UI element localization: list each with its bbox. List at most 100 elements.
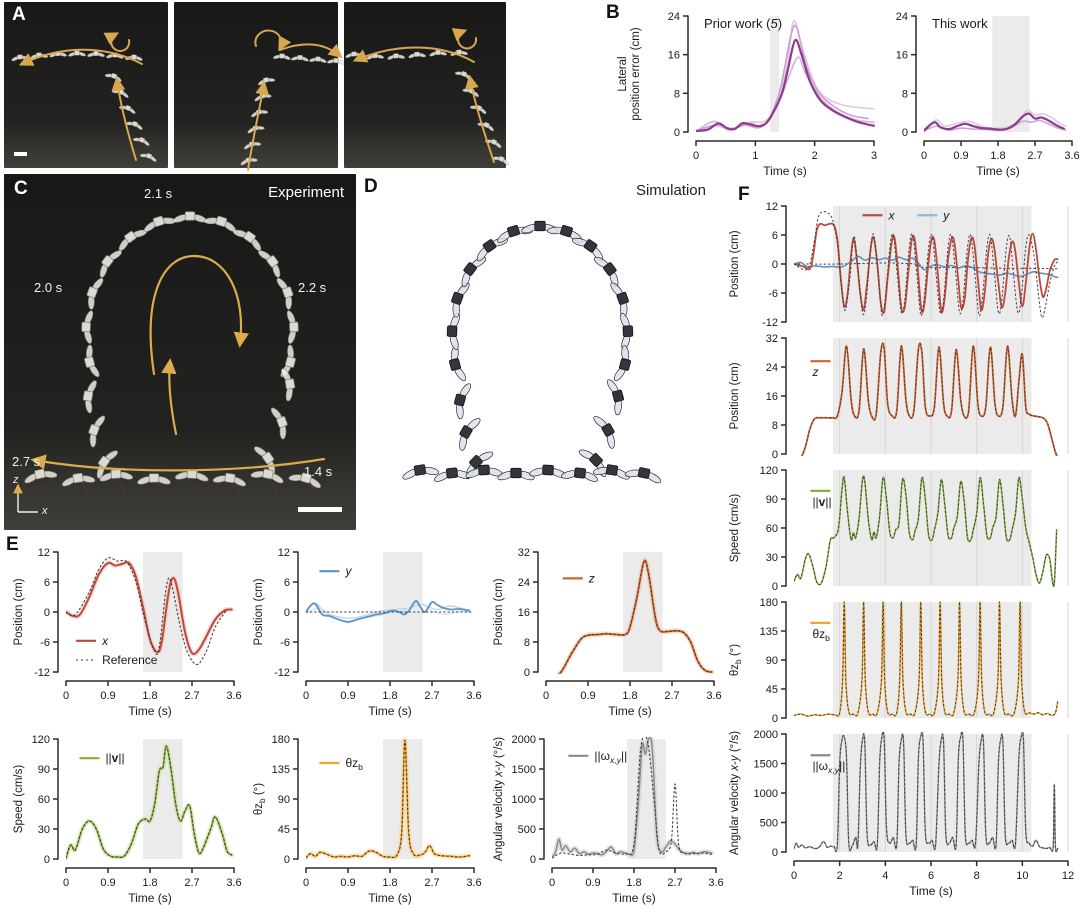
svg-text:Speed (cm/s): Speed (cm/s): [13, 765, 25, 834]
svg-text:90: 90: [278, 794, 290, 806]
robot-loop-illustration-simulation: [402, 220, 662, 484]
chart-f-position-xy: -12 -6 0 6 12 Position (cm) x y: [729, 201, 1069, 329]
svg-text:60: 60: [766, 523, 778, 535]
svg-text:0: 0: [772, 581, 778, 593]
scale-bar: [14, 152, 27, 156]
svg-text:135: 135: [272, 764, 290, 776]
svg-text:0.9: 0.9: [100, 877, 115, 889]
simulation-tag: Simulation: [635, 182, 706, 199]
svg-text:8: 8: [902, 88, 908, 100]
svg-text:6: 6: [772, 230, 778, 242]
svg-text:6: 6: [44, 577, 50, 589]
svg-text:Position (cm): Position (cm): [729, 230, 741, 297]
svg-text:This work: This work: [932, 16, 988, 31]
svg-text:45: 45: [278, 824, 290, 836]
svg-text:Lateral: Lateral: [617, 56, 629, 91]
svg-text:0: 0: [772, 449, 778, 461]
svg-text:1.8: 1.8: [382, 690, 397, 702]
svg-text:12: 12: [1062, 870, 1074, 882]
svg-text:90: 90: [766, 655, 778, 667]
chart-position-z: 0 8 16 24 32 0 0.9 1.8 2.7 3.6 Time (s) Position (c…: [493, 547, 722, 718]
svg-text:Time (s): Time (s): [608, 704, 652, 718]
svg-text:30: 30: [766, 552, 778, 564]
svg-text:90: 90: [38, 764, 50, 776]
svg-text:z: z: [588, 571, 595, 585]
svg-text:0.9: 0.9: [585, 877, 600, 889]
svg-text:θzb (°): θzb (°): [729, 644, 743, 676]
robot-flip-illustration-2: [240, 29, 345, 171]
svg-text:8: 8: [772, 420, 778, 432]
svg-text:0: 0: [791, 870, 797, 882]
panel-f: F -12 -6 0 6 12 Position (cm) x y 0 8 16 24 32 Posit…: [724, 184, 1080, 915]
svg-text:16: 16: [766, 391, 778, 403]
svg-text:Position (cm): Position (cm): [13, 578, 25, 645]
panel-label-e: E: [6, 534, 19, 555]
svg-text:12: 12: [766, 201, 778, 213]
svg-text:2.7: 2.7: [184, 877, 199, 889]
svg-text:Time (s): Time (s): [368, 704, 412, 718]
svg-text:6: 6: [284, 577, 290, 589]
chart-f-theta-zb: 0 45 90 135 180 θzb (°) θzb: [729, 597, 1069, 725]
svg-text:3: 3: [871, 150, 877, 162]
svg-text:4: 4: [882, 870, 888, 882]
svg-text:500: 500: [760, 818, 778, 830]
svg-text:0: 0: [63, 877, 69, 889]
svg-text:-6: -6: [768, 288, 778, 300]
svg-text:0: 0: [674, 127, 680, 139]
svg-text:Reference: Reference: [102, 653, 158, 667]
chart-theta-zb: 0 45 90 135 180 0 0.9 1.8 2.7 3.6 Time (s) θzb (°) θ…: [253, 734, 482, 905]
svg-text:3.6: 3.6: [226, 877, 241, 889]
svg-text:12: 12: [38, 547, 50, 559]
svg-text:θzb: θzb: [345, 756, 363, 772]
time-label-bottom-left: 2.7 s: [12, 454, 41, 469]
svg-text:0: 0: [693, 150, 699, 162]
svg-text:12: 12: [278, 547, 290, 559]
svg-text:Time (s): Time (s): [612, 891, 656, 905]
svg-text:0.9: 0.9: [340, 690, 355, 702]
svg-text:1000: 1000: [512, 794, 536, 806]
panel-label-f: F: [738, 184, 750, 205]
robot-loop-illustration-experiment: [13, 211, 326, 513]
svg-text:2.7: 2.7: [667, 877, 682, 889]
svg-text:y: y: [344, 564, 352, 578]
svg-text:0: 0: [921, 150, 927, 162]
svg-text:3.6: 3.6: [708, 877, 723, 889]
svg-text:1500: 1500: [754, 759, 778, 771]
svg-text:0: 0: [772, 847, 778, 859]
svg-text:0: 0: [902, 127, 908, 139]
chart-lateral-error-prior-work: 0 8 16 24 0 1 2 3 Time (s) Lateral position error …: [617, 11, 877, 178]
panel-label-a: A: [12, 4, 26, 25]
svg-text:3.6: 3.6: [706, 690, 721, 702]
svg-text:2.7: 2.7: [1027, 150, 1042, 162]
svg-text:0: 0: [284, 607, 290, 619]
svg-text:24: 24: [766, 362, 778, 374]
svg-text:24: 24: [896, 11, 908, 23]
svg-text:||v||: ||v||: [812, 495, 831, 509]
svg-text:1.8: 1.8: [990, 150, 1005, 162]
scale-bar: [298, 507, 342, 512]
svg-text:10: 10: [1016, 870, 1028, 882]
svg-text:0: 0: [303, 690, 309, 702]
simulation-panel: D Simulation: [358, 174, 722, 530]
svg-text:Prior work (5): Prior work (5): [704, 16, 782, 31]
svg-text:x: x: [101, 634, 109, 648]
svg-text:90: 90: [766, 494, 778, 506]
svg-text:y: y: [942, 208, 950, 222]
svg-text:-12: -12: [762, 317, 778, 329]
svg-text:2.7: 2.7: [424, 690, 439, 702]
photo-a2: [174, 2, 345, 171]
chart-f-speed: 0 30 60 90 120 Speed (cm/s) ||v||: [729, 465, 1069, 593]
svg-text:16: 16: [668, 50, 680, 62]
svg-text:Time (s): Time (s): [368, 891, 412, 905]
chart-lateral-error-this-work: 0 8 16 24 0 0.9 1.8 2.7 3.6 Time (s) This work: [896, 11, 1080, 178]
svg-text:32: 32: [518, 547, 530, 559]
chart-f-angular-velocity: 0 500 1000 1500 2000 0 2 4 6 8 10 12 Time (s) Angular…: [729, 729, 1074, 898]
svg-text:0: 0: [44, 607, 50, 619]
svg-text:1.8: 1.8: [382, 877, 397, 889]
svg-text:3.6: 3.6: [1064, 150, 1079, 162]
svg-text:0: 0: [549, 877, 555, 889]
svg-text:0.9: 0.9: [953, 150, 968, 162]
svg-text:0: 0: [772, 259, 778, 271]
svg-text:1.8: 1.8: [626, 877, 641, 889]
